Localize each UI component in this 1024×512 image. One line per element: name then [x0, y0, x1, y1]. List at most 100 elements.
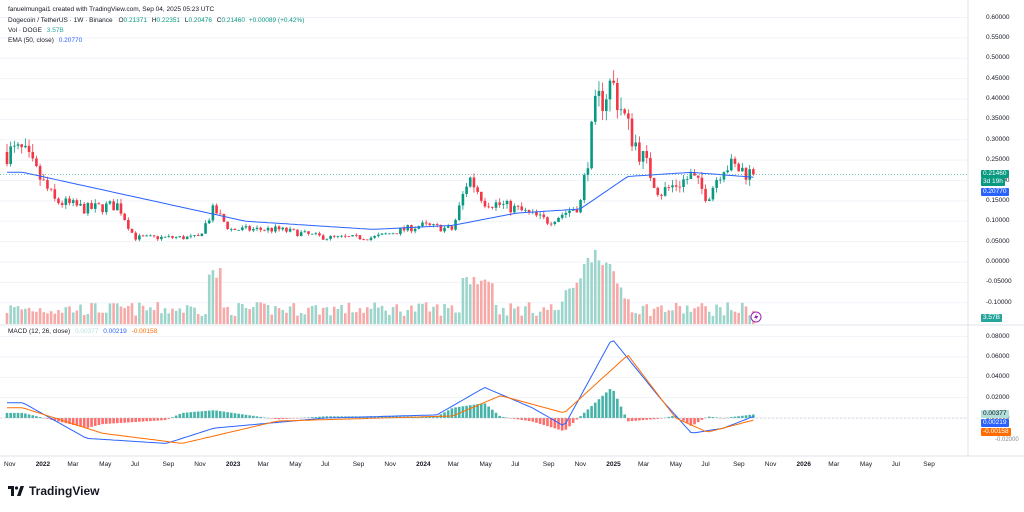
macd-histogram-bar	[641, 418, 645, 421]
candle	[476, 187, 479, 192]
volume-bar	[498, 314, 501, 324]
volume-bar	[35, 311, 38, 324]
macd-histogram-bar	[557, 418, 560, 430]
macd-tick-label: 0.02000	[986, 393, 1010, 401]
macd-histogram-bar	[207, 410, 211, 418]
macd-histogram-bar	[461, 406, 465, 418]
macd-hist-badge: 0.00377	[981, 410, 1009, 418]
volume-bar	[244, 307, 248, 324]
candle	[671, 185, 674, 188]
tradingview-logo[interactable]: TradingView	[8, 484, 99, 498]
candle	[410, 225, 413, 232]
volume-bar	[167, 313, 171, 324]
volume-bar	[564, 290, 568, 324]
volume-bar	[505, 315, 509, 324]
candle	[663, 187, 667, 196]
macd-histogram-bar	[446, 410, 450, 418]
volume-bar	[428, 311, 432, 324]
macd-histogram-bar	[707, 416, 711, 418]
macd-histogram-bar	[638, 418, 641, 421]
volume-bar	[704, 306, 707, 324]
volume-bar	[281, 309, 285, 324]
volume-bar	[491, 283, 494, 324]
macd-histogram-bar	[145, 418, 149, 422]
macd-histogram-bar	[443, 412, 446, 418]
volume-bar	[623, 298, 626, 324]
volume-bar	[171, 308, 174, 324]
candle	[314, 233, 318, 235]
candle	[678, 186, 682, 188]
macd-histogram-bar	[685, 418, 689, 424]
volume-bar	[347, 302, 351, 324]
volume-bar	[116, 303, 119, 324]
volume-bar	[329, 315, 332, 324]
candle	[424, 222, 428, 224]
candle	[116, 203, 119, 211]
candle	[579, 200, 582, 213]
volume-bar	[134, 315, 137, 324]
macd-histogram-bar	[612, 390, 615, 418]
ema-legend[interactable]: EMA (50, close) 0.20770	[8, 37, 82, 44]
candle	[20, 144, 24, 148]
volume-bar	[200, 315, 204, 324]
volume-bar	[138, 302, 141, 324]
symbol-legend[interactable]: Dogecoin / TetherUS · 1W · Binance O0.21…	[8, 17, 304, 24]
macd-histogram-bar	[241, 414, 244, 418]
candle	[571, 209, 575, 211]
volume-bar	[178, 308, 182, 324]
volume-legend[interactable]: Vol · DOGE 3.57B	[8, 27, 64, 34]
volume-bar	[399, 311, 402, 324]
candle	[178, 236, 182, 238]
candle	[182, 236, 185, 240]
volume-bar	[619, 287, 623, 324]
volume-bar	[119, 306, 123, 324]
volume-bar	[553, 310, 557, 324]
macd-histogram-bar	[590, 405, 593, 418]
candle	[46, 180, 49, 189]
macd-histogram-bar	[575, 418, 579, 420]
candle	[402, 228, 406, 231]
candle	[185, 236, 189, 240]
candle	[60, 203, 64, 205]
macd-histogram-bar	[75, 418, 79, 426]
macd-histogram-bar	[630, 418, 634, 422]
candle	[428, 223, 432, 225]
volume-bar	[182, 312, 185, 324]
macd-histogram-bar	[483, 403, 487, 418]
macd-histogram-bar	[693, 418, 696, 425]
macd-legend[interactable]: MACD (12, 26, close) 0.00377 0.00219 -0.…	[8, 328, 157, 335]
macd-histogram-bar	[513, 418, 516, 419]
candle	[593, 95, 597, 122]
volume-bar	[718, 307, 722, 324]
volume-bar	[638, 314, 641, 324]
macd-histogram-bar	[741, 415, 744, 418]
macd-histogram-bar	[27, 414, 31, 418]
candle	[667, 187, 671, 188]
macd-histogram-bar	[274, 418, 277, 419]
macd-label: MACD (12, 26, close)	[8, 328, 71, 335]
macd-histogram-bar	[310, 417, 314, 418]
candle	[638, 142, 641, 162]
volume-bar	[277, 308, 281, 324]
ohlc-open-label: O	[118, 17, 124, 24]
volume-bar	[450, 305, 454, 324]
candle	[421, 222, 424, 227]
candle	[546, 217, 549, 224]
volume-bar	[667, 310, 671, 324]
candle	[53, 189, 57, 199]
macd-histogram-bar	[579, 416, 582, 418]
ohlc-low-value: 0.20476	[188, 17, 212, 24]
candle	[597, 90, 601, 96]
candle	[130, 228, 134, 233]
candle	[641, 151, 645, 162]
price-tick-label: 0.45000	[986, 74, 1010, 82]
volume-bar	[377, 307, 380, 324]
volume-bar	[60, 312, 64, 324]
candle	[68, 198, 71, 203]
volume-bar	[160, 313, 163, 324]
price-tick-label: 0.40000	[986, 95, 1010, 102]
candle	[252, 228, 255, 231]
volume-bar	[288, 306, 292, 324]
